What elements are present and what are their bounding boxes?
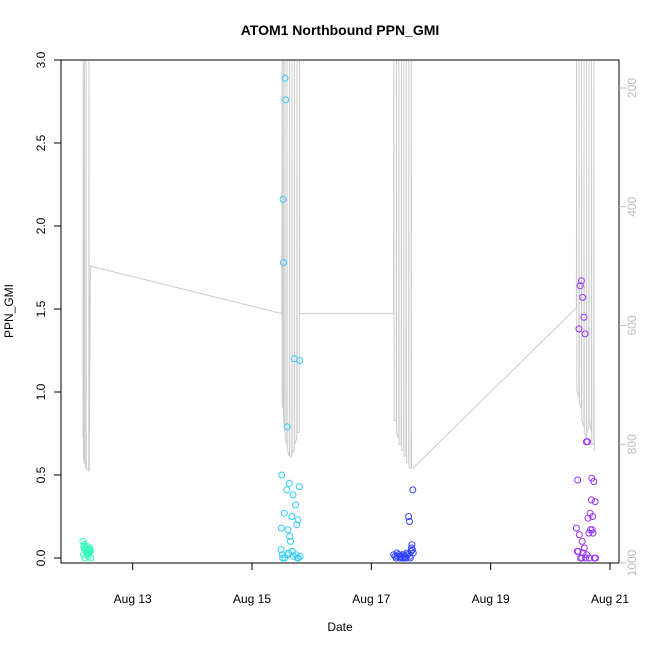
data-point-s2-30 (294, 554, 302, 562)
y2-line-layer (82, 60, 596, 473)
data-point-s3-28 (396, 552, 404, 560)
data-point-s3-17 (409, 486, 417, 494)
data-point-s2-14 (292, 501, 299, 509)
data-point-s4-23 (582, 554, 590, 562)
data-point-s2-7 (295, 483, 303, 491)
plot-frame (60, 59, 620, 564)
data-point-s4-30 (573, 547, 581, 555)
y2-tick-label-2: 400 (625, 196, 639, 216)
data-point-s2-31 (296, 552, 304, 560)
data-point-s1-20 (85, 547, 93, 555)
data-point-s4-22 (580, 544, 588, 552)
data-point-s4-14 (589, 513, 597, 520)
data-point-s4-27 (588, 474, 596, 482)
data-point-s1-11 (79, 551, 87, 559)
data-point-s4-16 (591, 498, 599, 506)
x-tick-label-1: Aug 13 (114, 592, 152, 606)
data-point-s4-20 (578, 554, 586, 562)
data-point-s2-32 (279, 554, 287, 562)
x-tick-label-4: Aug 19 (472, 592, 510, 606)
data-point-s2-9 (284, 526, 292, 534)
data-point-s4-3 (575, 325, 583, 333)
data-point-s4-10 (584, 438, 592, 446)
y-tick-label-5: 2.0 (34, 217, 48, 234)
data-point-s2-3 (283, 486, 291, 494)
y-tick-label-6: 2.5 (34, 134, 48, 151)
y2-tick-label-3: 600 (625, 315, 639, 335)
y2-axis-right: 200 400 600 800 1000 (619, 78, 639, 576)
data-point-s4-6 (579, 293, 587, 301)
data-point-s2-5 (288, 513, 296, 520)
y-tick-label-4: 1.5 (34, 300, 48, 317)
data-point-s3-13 (405, 513, 413, 520)
data-point-s2-18 (277, 524, 285, 532)
data-point-s3-27 (408, 546, 416, 554)
data-point-s2-1 (278, 471, 286, 479)
x-tick-label-5: Aug 21 (591, 592, 629, 606)
data-point-s2-24 (277, 546, 285, 554)
data-point-s4-7 (580, 313, 588, 321)
y-axis-label: PPN_GMI (2, 284, 16, 338)
y2-tick-label-4: 800 (625, 434, 639, 454)
data-point-s4-28 (589, 529, 597, 537)
data-point-s2-6 (293, 521, 301, 529)
data-point-s1-1 (79, 537, 87, 545)
y-axis: 0.0 0.5 1.0 1.5 2.0 2.5 3.0 (34, 51, 62, 566)
data-point-s4-34 (592, 554, 599, 562)
x-tick-label-3: Aug 17 (352, 592, 390, 606)
data-point-s4-18 (575, 531, 583, 539)
data-point-s2-16 (281, 74, 289, 82)
chart-title: ATOM1 Northbound PPN_GMI (241, 22, 440, 38)
y-tick-label-3: 1.0 (34, 383, 48, 400)
y2-series-line (82, 60, 596, 473)
data-point-s4-4 (576, 282, 584, 290)
data-point-s4-31 (578, 537, 586, 545)
data-point-s4-5 (577, 277, 585, 285)
y-tick-label-1: 0.0 (34, 549, 48, 566)
data-point-s2-22 (296, 357, 304, 364)
data-point-s4-25 (584, 514, 592, 522)
y2-tick-label-5: 1000 (625, 549, 639, 576)
data-point-s2-11 (279, 195, 287, 203)
x-axis-label: Date (327, 620, 353, 634)
data-point-s2-33 (284, 551, 292, 559)
data-point-s2-4 (285, 479, 293, 487)
data-point-s1-17 (80, 541, 88, 549)
data-point-s1-19 (84, 551, 91, 559)
data-point-s2-15 (294, 516, 302, 524)
data-point-s2-12 (287, 537, 294, 545)
data-point-s2-13 (289, 491, 297, 499)
points-layer (79, 74, 599, 562)
data-point-s2-8 (282, 96, 290, 104)
data-point-s4-33 (588, 526, 596, 534)
data-point-s2-20 (280, 259, 287, 266)
data-point-s4-8 (581, 330, 589, 338)
data-point-s3-20 (406, 518, 413, 525)
data-point-s4-13 (587, 496, 595, 504)
data-point-s3-16 (408, 541, 416, 549)
data-point-s2-17 (283, 423, 291, 431)
data-point-s4-1 (572, 524, 580, 532)
x-axis: Aug 13 Aug 15 Aug 17 Aug 19 Aug 21 (114, 562, 629, 606)
y-tick-label-2: 0.5 (34, 466, 48, 483)
data-point-s4-2 (574, 476, 582, 484)
data-point-s2-19 (286, 532, 294, 540)
data-point-s2-2 (280, 509, 288, 517)
data-point-s3-29 (409, 549, 417, 557)
data-point-s3-26 (406, 554, 414, 562)
y2-tick-label-1: 200 (625, 78, 639, 98)
x-tick-label-2: Aug 15 (233, 592, 271, 606)
y-tick-label-7: 3.0 (34, 51, 48, 68)
